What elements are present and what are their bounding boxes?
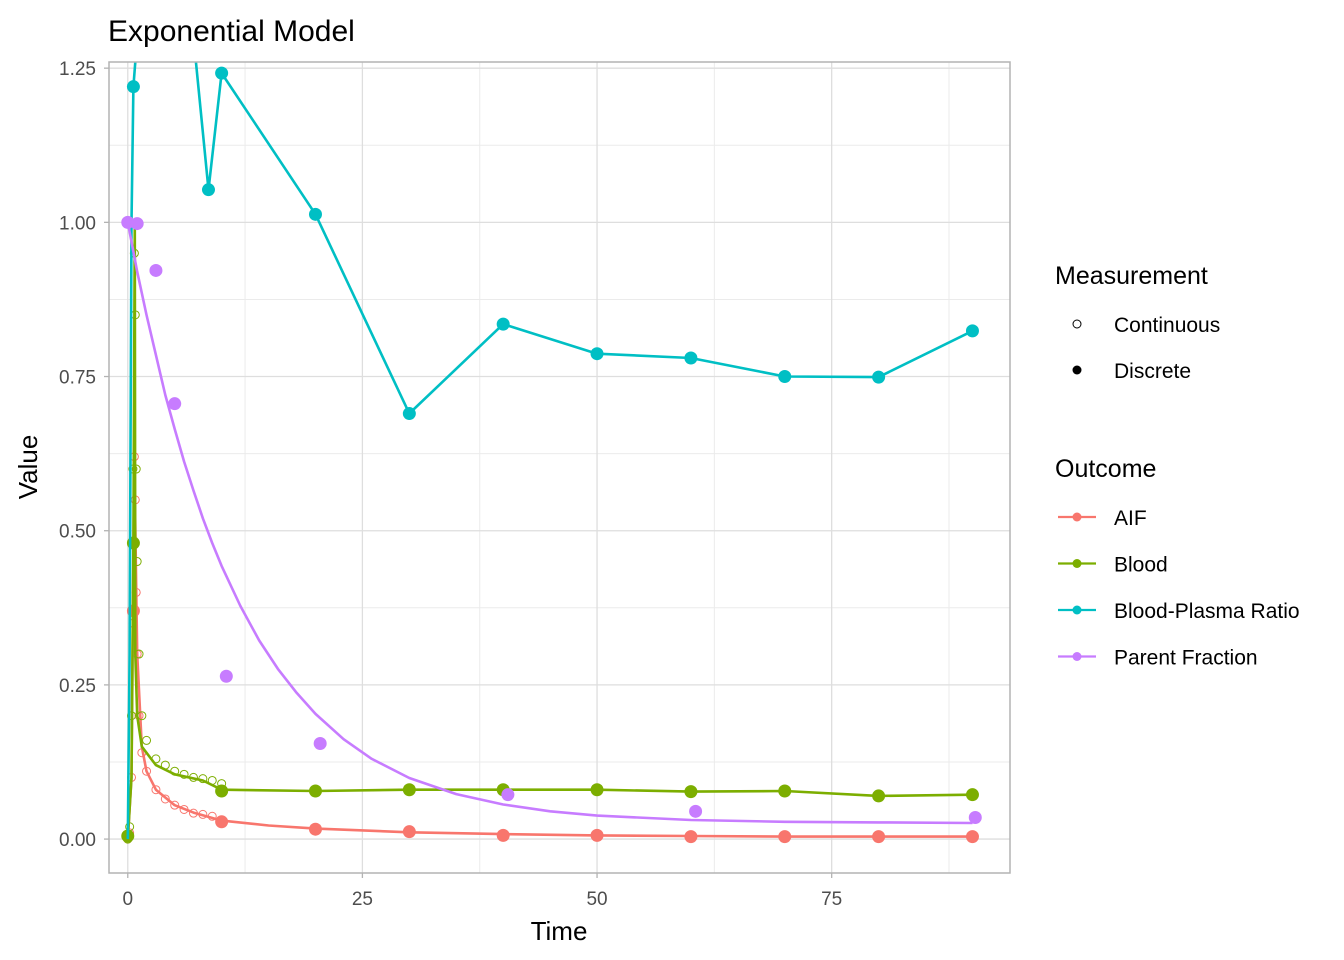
continuous-point-aif [142, 766, 152, 776]
continuous-point-blood [207, 775, 217, 785]
discrete-point-blood [778, 784, 792, 798]
discrete-point-blood-plasma-ratio [215, 66, 229, 80]
discrete-point-parent-fraction [501, 788, 515, 802]
discrete-point-blood [308, 784, 322, 798]
continuous-point-aif [198, 809, 208, 819]
series-aif [123, 452, 979, 844]
discrete-point-blood [590, 783, 604, 797]
y-axis-title: Value [13, 435, 43, 500]
legend-title-measurement: Measurement [1055, 262, 1208, 290]
continuous-point-blood [131, 464, 141, 474]
discrete-point-parent-fraction [130, 217, 144, 231]
discrete-point-aif [590, 828, 604, 842]
discrete-point-blood-plasma-ratio [496, 317, 510, 331]
plot-border [108, 61, 1011, 874]
continuous-point-blood [151, 754, 161, 764]
discrete-point-blood-plasma-ratio [126, 80, 140, 94]
discrete-point-aif [965, 830, 979, 844]
x-tick-label: 0 [122, 889, 133, 910]
x-axis-title: Time [531, 916, 588, 946]
discrete-point-blood [872, 789, 886, 803]
series-parent-fraction [121, 215, 982, 825]
x-tick-label: 25 [352, 889, 373, 910]
continuous-point-aif [151, 785, 161, 795]
continuous-point-blood [160, 760, 170, 770]
y-tick-label: 1.00 [59, 213, 96, 234]
continuous-point-blood [128, 464, 138, 474]
discrete-point-blood-plasma-ratio [872, 370, 886, 384]
discrete-point-blood [684, 785, 698, 799]
series-blood [121, 221, 979, 844]
chart-title: Exponential Model [108, 15, 355, 48]
series-blood-plasma-ratio [126, 62, 979, 840]
legend-label-blood: Blood [1114, 554, 1168, 577]
discrete-point-blood-plasma-ratio [201, 183, 215, 197]
discrete-point-parent-fraction [968, 810, 982, 824]
discrete-point-aif [308, 822, 322, 836]
continuous-point-aif [160, 794, 170, 804]
discrete-point-blood-plasma-ratio [590, 347, 604, 361]
y-tick-label: 0.50 [59, 522, 96, 543]
grid [109, 62, 1010, 873]
x-tick-label: 75 [821, 889, 842, 910]
continuous-point-blood [134, 649, 144, 659]
discrete-point-blood-plasma-ratio [308, 207, 322, 221]
legend-label-blood-plasma-ratio: Blood-Plasma Ratio [1114, 600, 1300, 623]
x-tick-label: 50 [586, 889, 607, 910]
continuous-point-blood [127, 711, 137, 721]
y-tick-label: 0.00 [59, 830, 96, 851]
continuous-point-blood [179, 769, 189, 779]
continuous-point-blood [137, 711, 147, 721]
discrete-point-blood-plasma-ratio [684, 351, 698, 365]
series-line-aif [126, 455, 973, 840]
continuous-point-blood [170, 766, 180, 776]
legend-title-outcome: Outcome [1055, 455, 1156, 483]
y-axis: 0.00 0.25 0.50 0.75 1.00 1.25 [59, 59, 109, 851]
discrete-point-aif [496, 828, 510, 842]
discrete-point-aif [778, 830, 792, 844]
y-tick-label: 0.25 [59, 676, 96, 697]
discrete-point-parent-fraction [168, 397, 182, 411]
continuous-point-blood [188, 772, 198, 782]
discrete-point-blood-plasma-ratio [778, 370, 792, 384]
series-line-blood-plasma-ratio [126, 62, 974, 840]
series-line-parent-fraction [126, 222, 973, 825]
legend-label-aif: AIF [1114, 507, 1147, 530]
legend-label-continuous: Continuous [1114, 314, 1220, 337]
legend-label-parent-fraction: Parent Fraction [1114, 647, 1258, 670]
discrete-point-blood [215, 784, 229, 798]
x-axis: 0 25 50 75 [122, 873, 842, 910]
discrete-point-aif [215, 815, 229, 829]
legend-key-dot-parent-fraction [1072, 652, 1082, 661]
continuous-point-aif [179, 804, 189, 814]
discrete-point-aif [684, 830, 698, 844]
legend-label-discrete: Discrete [1114, 360, 1191, 383]
legend-key-filled-circle [1072, 365, 1082, 375]
discrete-point-parent-fraction [219, 669, 233, 683]
continuous-point-blood [198, 774, 208, 784]
discrete-point-blood-plasma-ratio [965, 324, 979, 338]
discrete-point-aif [872, 830, 886, 844]
discrete-point-blood [402, 783, 416, 797]
y-tick-label: 0.75 [59, 368, 96, 389]
y-tick-label: 1.25 [59, 59, 96, 80]
legend: Measurement Continuous Discrete Outcome AIF B… [1055, 262, 1300, 670]
continuous-point-blood [132, 557, 142, 567]
discrete-point-parent-fraction [149, 263, 163, 277]
discrete-point-parent-fraction [313, 736, 327, 750]
discrete-point-blood [965, 788, 979, 802]
discrete-point-aif [402, 825, 416, 839]
discrete-point-blood-plasma-ratio [402, 407, 416, 421]
legend-key-dot-blood-plasma-ratio [1072, 605, 1082, 615]
continuous-point-aif [188, 808, 198, 818]
continuous-point-blood [142, 735, 152, 745]
discrete-point-parent-fraction [689, 804, 703, 818]
continuous-point-aif [207, 811, 217, 821]
series-layer [121, 62, 982, 844]
continuous-point-aif [170, 800, 180, 810]
legend-key-open-circle [1072, 319, 1082, 329]
legend-key-dot-aif [1072, 512, 1082, 522]
legend-key-dot-blood [1072, 559, 1082, 568]
